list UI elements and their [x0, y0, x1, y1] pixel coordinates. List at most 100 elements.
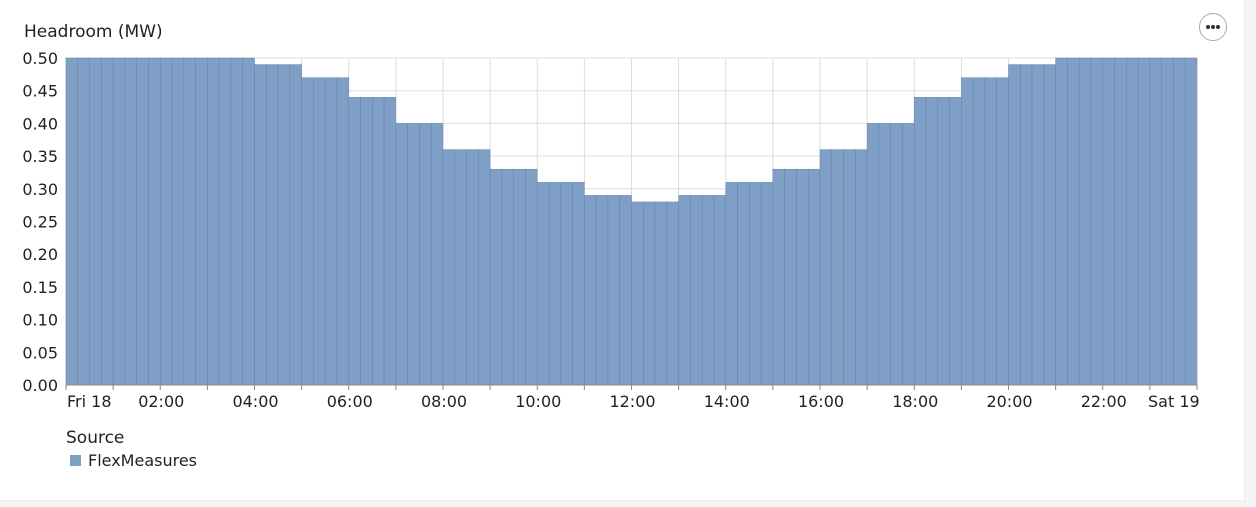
bar [1020, 64, 1033, 386]
bar [925, 96, 939, 386]
bar [961, 77, 974, 386]
bar [572, 182, 585, 386]
bar [537, 182, 550, 386]
y-tick-label: 0.00 [22, 376, 58, 395]
x-tick-label: 04:00 [232, 392, 278, 411]
bar [372, 96, 385, 386]
legend-title: Source [66, 428, 124, 448]
headroom-chart: 0.00 0.05 0.10 0.15 0.20 0.25 0.30 0.35 0.40 0.45… [22, 22, 1199, 470]
y-tick-label: 0.10 [22, 311, 58, 330]
x-tick-label: 08:00 [421, 392, 467, 411]
bar [631, 201, 644, 386]
bar [77, 57, 90, 386]
bar [772, 168, 785, 386]
bar [984, 77, 997, 386]
x-tick-label: Sat 19 [1148, 392, 1200, 411]
x-tick-label: 02:00 [138, 392, 184, 411]
bar [101, 57, 114, 386]
bar [1161, 57, 1174, 386]
bar [112, 57, 126, 386]
bar [784, 168, 797, 386]
bar [878, 123, 891, 386]
bar [525, 168, 538, 386]
x-tick-label: 10:00 [515, 392, 561, 411]
x-tick-label: 12:00 [609, 392, 655, 411]
legend-label: FlexMeasures [88, 451, 197, 470]
bar [1102, 57, 1115, 386]
bar [619, 195, 632, 386]
bar [607, 195, 620, 386]
bar [760, 182, 774, 386]
bar [1008, 64, 1021, 386]
bar [1184, 57, 1198, 386]
bar [807, 168, 821, 386]
bar [478, 149, 491, 386]
bar [136, 57, 149, 386]
bar [230, 57, 243, 386]
bar [183, 57, 196, 386]
bar [701, 195, 715, 386]
x-tick-label: 06:00 [327, 392, 373, 411]
bar [313, 77, 326, 386]
bar [749, 182, 762, 386]
bar [855, 149, 868, 386]
bar [348, 96, 361, 386]
bar [501, 168, 514, 386]
bar [972, 77, 986, 386]
bar [160, 57, 173, 386]
bar [89, 57, 102, 386]
bar [65, 57, 79, 386]
bar [548, 182, 562, 386]
bar [430, 123, 444, 386]
bar [1031, 64, 1045, 386]
bar [489, 168, 503, 386]
bar [254, 64, 267, 386]
y-tick-label: 0.45 [22, 82, 58, 101]
chart-actions-button[interactable] [1199, 13, 1227, 41]
bar [442, 149, 456, 386]
bar [1114, 57, 1127, 386]
bar [289, 64, 302, 386]
axes: 0.00 0.05 0.10 0.15 0.20 0.25 0.30 0.35 0.40 0.45… [22, 49, 1199, 411]
more-options-icon [1206, 25, 1220, 29]
bar [595, 195, 609, 386]
bar [914, 96, 927, 386]
bar [395, 123, 408, 386]
x-tick-label: 18:00 [892, 392, 938, 411]
y-tick-label: 0.40 [22, 114, 58, 133]
bar [277, 64, 291, 386]
bar [301, 77, 314, 386]
bar [831, 149, 844, 386]
x-tick-label: Fri 18 [67, 392, 112, 411]
bar [1078, 57, 1092, 386]
bar [560, 182, 573, 386]
y-tick-label: 0.30 [22, 180, 58, 199]
y-tick-label: 0.25 [22, 213, 58, 232]
bar [796, 168, 809, 386]
y-tick-label: 0.15 [22, 278, 58, 297]
y-tick-label: 0.20 [22, 245, 58, 264]
bar [1173, 57, 1186, 386]
bar [171, 57, 185, 386]
y-tick-label: 0.35 [22, 147, 58, 166]
bar [454, 149, 467, 386]
bar [466, 149, 479, 386]
bar [819, 149, 833, 386]
bar [266, 64, 279, 386]
bar [949, 96, 962, 386]
bar [1055, 57, 1068, 386]
bar [1043, 64, 1056, 386]
bar [996, 77, 1009, 386]
bar [643, 201, 656, 386]
bar [1067, 57, 1080, 386]
x-tick-label: 14:00 [704, 392, 750, 411]
bar [654, 201, 668, 386]
bar [725, 182, 738, 386]
bar [419, 123, 432, 386]
bar [207, 57, 220, 386]
bar [713, 195, 726, 386]
bar [584, 195, 597, 386]
bar [513, 168, 526, 386]
bar [383, 96, 397, 386]
legend-swatch [70, 455, 81, 466]
